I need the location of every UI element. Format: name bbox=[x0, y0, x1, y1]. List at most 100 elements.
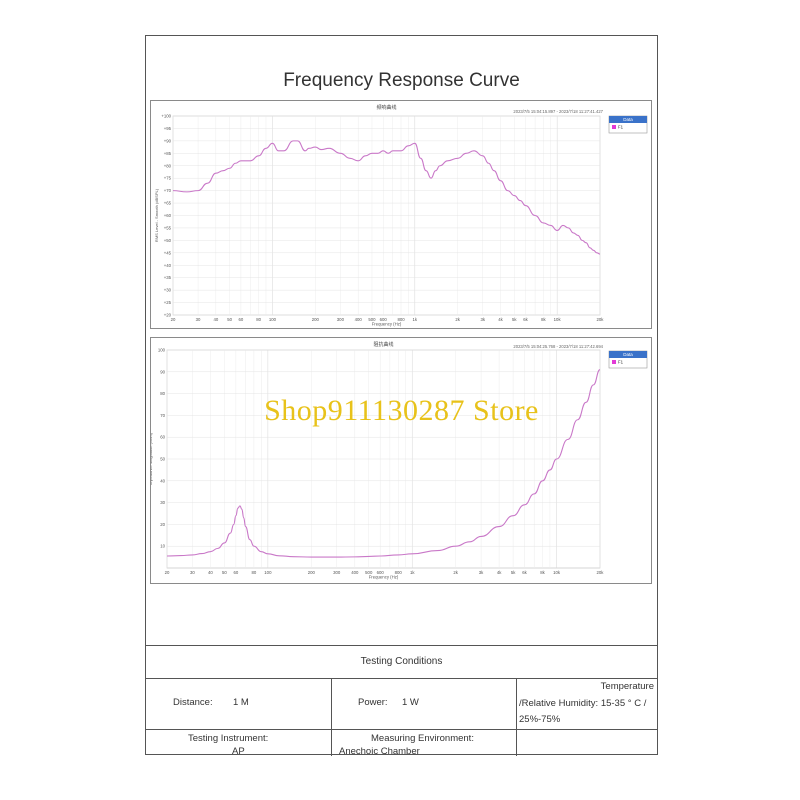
x-axis-label: Frequency (Hz) bbox=[369, 575, 399, 580]
x-tick-label: 20 bbox=[171, 317, 176, 322]
y-tick-label: 10 bbox=[160, 544, 165, 549]
x-tick-label: 50 bbox=[227, 317, 232, 322]
environment-label: Measuring Environment: bbox=[371, 733, 474, 744]
x-tick-label: 50 bbox=[222, 570, 227, 575]
x-tick-label: 60 bbox=[239, 317, 244, 322]
y-tick-label: 80 bbox=[160, 391, 165, 396]
frequency-response-chart: 频响曲线 2023/7/5 15:04:15.897 - 2023/7/18 11… bbox=[154, 104, 648, 327]
humidity-label: /Relative Humidity: 15-35 ° C / bbox=[519, 698, 647, 709]
impedance-chart: 阻抗曲线 2023/7/5 15:04:25.768 - 2023/7/18 11… bbox=[151, 341, 648, 580]
x-tick-label: 300 bbox=[333, 570, 341, 575]
y-tick-label: +25 bbox=[164, 300, 172, 305]
x-tick-label: 3k bbox=[479, 570, 484, 575]
x-tick-label: 800 bbox=[395, 570, 403, 575]
x-tick-label: 6k bbox=[522, 570, 527, 575]
humidity-value: 25%-75% bbox=[519, 714, 561, 725]
power-value: 1 W bbox=[402, 697, 419, 708]
chart-timestamp: 2023/7/5 15:04:25.768 - 2023/7/18 11:27:… bbox=[513, 344, 603, 349]
x-tick-label: 4k bbox=[497, 570, 502, 575]
x-tick-label: 20 bbox=[165, 570, 170, 575]
legend-title: Data bbox=[623, 117, 633, 122]
x-tick-label: 4k bbox=[498, 317, 503, 322]
y-tick-label: +55 bbox=[164, 225, 172, 230]
x-tick-label: 3k bbox=[480, 317, 485, 322]
y-tick-label: +85 bbox=[164, 151, 172, 156]
y-tick-label: 50 bbox=[160, 457, 165, 462]
frequency-response-panel: 频响曲线 2023/7/5 15:04:15.897 - 2023/7/18 11… bbox=[150, 100, 652, 329]
y-tick-label: +100 bbox=[161, 114, 171, 119]
y-tick-label: 60 bbox=[160, 435, 165, 440]
x-tick-label: 100 bbox=[269, 317, 277, 322]
table-column-divider bbox=[516, 679, 517, 756]
x-tick-label: 6k bbox=[523, 317, 528, 322]
x-tick-label: 1k bbox=[413, 317, 418, 322]
x-tick-label: 400 bbox=[355, 317, 363, 322]
x-tick-label: 2k bbox=[455, 317, 460, 322]
y-tick-label: +45 bbox=[164, 250, 172, 255]
testing-conditions-table: Testing Conditions Distance: 1 M Power: … bbox=[146, 645, 657, 757]
legend-title: Data bbox=[623, 352, 633, 357]
x-tick-label: 600 bbox=[377, 570, 385, 575]
x-tick-label: 10k bbox=[554, 317, 562, 322]
x-tick-label: 10k bbox=[553, 570, 561, 575]
x-tick-label: 30 bbox=[196, 317, 201, 322]
power-label: Power: bbox=[358, 697, 388, 708]
chart-title: 频响曲线 bbox=[376, 104, 396, 111]
x-tick-label: 40 bbox=[208, 570, 213, 575]
y-tick-label: 90 bbox=[160, 369, 165, 374]
y-tick-label: +90 bbox=[164, 138, 172, 143]
legend-header bbox=[609, 116, 647, 123]
y-tick-label: 20 bbox=[160, 522, 165, 527]
y-tick-label: 40 bbox=[160, 478, 165, 483]
y-tick-label: 100 bbox=[158, 348, 166, 353]
y-tick-label: 30 bbox=[160, 500, 165, 505]
x-tick-label: 5k bbox=[512, 317, 517, 322]
instrument-label: Testing Instrument: bbox=[188, 733, 269, 744]
y-axis-label: RMS Level - Smooth (dBSPL) bbox=[154, 188, 159, 242]
x-tick-label: 30 bbox=[190, 570, 195, 575]
legend-swatch bbox=[612, 360, 616, 364]
y-axis-label: Impedance Magnitude (Ohm) bbox=[151, 432, 153, 485]
legend-header bbox=[609, 351, 647, 358]
x-tick-label: 8k bbox=[541, 317, 546, 322]
instrument-value: AP bbox=[232, 746, 245, 757]
distance-label: Distance: bbox=[173, 697, 213, 708]
chart-timestamp: 2023/7/5 15:04:15.897 - 2023/7/18 11:27:… bbox=[513, 109, 603, 114]
y-tick-label: +75 bbox=[164, 176, 172, 181]
x-tick-label: 600 bbox=[380, 317, 388, 322]
y-tick-label: 70 bbox=[160, 413, 165, 418]
x-tick-label: 200 bbox=[312, 317, 320, 322]
x-tick-label: 800 bbox=[397, 317, 405, 322]
x-tick-label: 40 bbox=[213, 317, 218, 322]
series-line-f1 bbox=[166, 369, 601, 558]
temperature-label: Temperature bbox=[600, 681, 654, 692]
y-tick-label: +70 bbox=[164, 188, 172, 193]
x-tick-label: 300 bbox=[337, 317, 345, 322]
x-tick-label: 1k bbox=[410, 570, 415, 575]
x-tick-label: 200 bbox=[308, 570, 316, 575]
x-tick-label: 100 bbox=[264, 570, 272, 575]
x-tick-label: 5k bbox=[511, 570, 516, 575]
y-tick-label: +50 bbox=[164, 238, 172, 243]
legend-entry: F1 bbox=[618, 125, 624, 130]
x-tick-label: 20k bbox=[597, 317, 605, 322]
distance-value: 1 M bbox=[233, 697, 249, 708]
x-tick-label: 20k bbox=[597, 570, 605, 575]
document-sheet: Frequency Response Curve 频响曲线 2023/7/5 15… bbox=[145, 35, 658, 757]
testing-conditions-header: Testing Conditions bbox=[146, 646, 657, 679]
y-tick-label: +60 bbox=[164, 213, 172, 218]
x-axis-label: Frequency (Hz) bbox=[372, 322, 402, 327]
environment-value: Anechoic Chamber bbox=[339, 746, 420, 757]
table-row-divider bbox=[146, 729, 657, 730]
y-tick-label: +95 bbox=[164, 126, 172, 131]
x-tick-label: 500 bbox=[365, 570, 373, 575]
chart-title: 阻抗曲线 bbox=[373, 341, 393, 348]
y-tick-label: +30 bbox=[164, 288, 172, 293]
y-tick-label: +40 bbox=[164, 263, 172, 268]
impedance-panel: 阻抗曲线 2023/7/5 15:04:25.768 - 2023/7/18 11… bbox=[150, 337, 652, 584]
x-tick-label: 8k bbox=[540, 570, 545, 575]
y-tick-label: +80 bbox=[164, 163, 172, 168]
x-tick-label: 400 bbox=[351, 570, 359, 575]
legend-swatch bbox=[612, 125, 616, 129]
document-title: Frequency Response Curve bbox=[283, 70, 520, 91]
